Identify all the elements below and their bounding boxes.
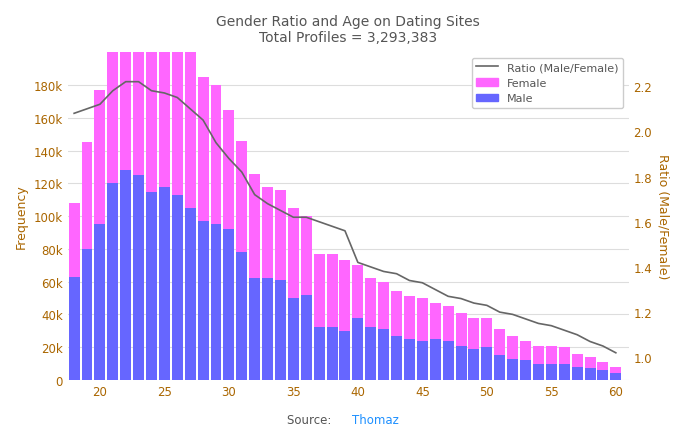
Bar [81, 143, 92, 249]
Bar [314, 254, 325, 328]
Bar [275, 190, 286, 280]
Bar [610, 367, 621, 374]
Bar [339, 331, 350, 380]
Bar [236, 141, 248, 252]
Bar [249, 174, 260, 279]
Bar [443, 341, 453, 380]
Bar [417, 298, 428, 341]
Bar [391, 292, 402, 336]
Bar [211, 225, 222, 380]
Text: Thomaz: Thomaz [352, 413, 399, 426]
Bar [352, 266, 363, 318]
Text: Source:: Source: [287, 413, 335, 426]
Bar [469, 349, 479, 380]
Bar [224, 111, 235, 230]
Bar [456, 346, 466, 380]
Bar [365, 328, 376, 380]
Bar [520, 360, 531, 380]
Bar [585, 369, 596, 380]
Bar [146, 12, 157, 192]
Bar [533, 346, 544, 364]
Bar [417, 341, 428, 380]
Bar [133, 0, 144, 176]
Bar [430, 303, 440, 339]
Bar [520, 341, 531, 360]
Bar [572, 354, 583, 367]
Bar [288, 209, 299, 298]
Bar [185, 209, 196, 380]
Bar [559, 364, 570, 380]
Bar [572, 367, 583, 380]
Legend: Ratio (Male/Female), Female, Male: Ratio (Male/Female), Female, Male [472, 59, 623, 109]
Bar [469, 318, 479, 349]
Bar [610, 374, 621, 380]
Bar [68, 277, 79, 380]
Bar [185, 53, 196, 209]
Bar [211, 86, 222, 225]
Bar [262, 279, 273, 380]
Bar [559, 347, 570, 364]
Bar [275, 280, 286, 380]
Bar [546, 346, 557, 364]
Bar [391, 336, 402, 380]
Bar [172, 29, 183, 195]
Bar [339, 261, 350, 331]
Bar [430, 339, 440, 380]
Bar [378, 282, 389, 329]
Bar [249, 279, 260, 380]
Bar [597, 362, 608, 370]
Bar [326, 328, 337, 380]
Bar [133, 176, 144, 380]
Bar [404, 339, 415, 380]
Bar [198, 78, 209, 221]
Bar [456, 313, 466, 346]
Bar [482, 318, 492, 347]
Bar [236, 252, 248, 380]
Bar [326, 254, 337, 328]
Y-axis label: Ratio (Male/Female): Ratio (Male/Female) [656, 154, 669, 279]
Bar [94, 225, 105, 380]
Bar [507, 336, 518, 359]
Bar [159, 11, 170, 187]
Bar [314, 328, 325, 380]
Bar [107, 12, 118, 184]
Bar [198, 221, 209, 380]
Bar [81, 249, 92, 380]
Bar [533, 364, 544, 380]
Bar [120, 0, 131, 171]
Bar [94, 91, 105, 225]
Bar [146, 192, 157, 380]
Bar [546, 364, 557, 380]
Bar [68, 203, 79, 277]
Bar [597, 370, 608, 380]
Bar [443, 307, 453, 341]
Bar [107, 184, 118, 380]
Bar [224, 230, 235, 380]
Bar [120, 171, 131, 380]
Bar [262, 187, 273, 279]
Title: Gender Ratio and Age on Dating Sites
Total Profiles = 3,293,383: Gender Ratio and Age on Dating Sites Tot… [216, 15, 480, 45]
Bar [495, 329, 505, 356]
Bar [378, 329, 389, 380]
Bar [301, 217, 312, 295]
Y-axis label: Frequency: Frequency [15, 184, 28, 249]
Bar [404, 297, 415, 339]
Bar [507, 359, 518, 380]
Bar [301, 295, 312, 380]
Bar [288, 298, 299, 380]
Bar [365, 279, 376, 328]
Bar [482, 347, 492, 380]
Bar [172, 195, 183, 380]
Bar [495, 356, 505, 380]
Bar [352, 318, 363, 380]
Bar [159, 187, 170, 380]
Bar [585, 357, 596, 369]
